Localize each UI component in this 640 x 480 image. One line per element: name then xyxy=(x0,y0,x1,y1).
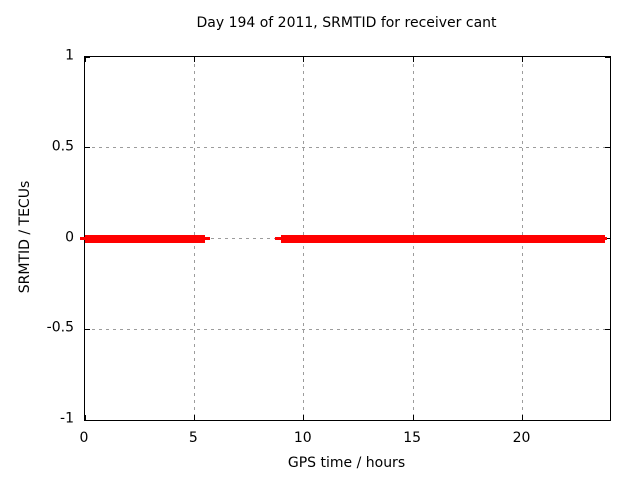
data-segment xyxy=(603,237,607,240)
y-tick-right xyxy=(605,419,610,421)
x-tick-top xyxy=(84,57,86,62)
y-tick-right xyxy=(605,328,610,330)
y-tick-left xyxy=(85,56,90,58)
gridline-horizontal xyxy=(85,147,610,149)
x-tick-label: 10 xyxy=(293,430,312,446)
x-tick-top xyxy=(522,57,523,62)
y-tick-label: 0 xyxy=(65,229,74,245)
x-tick-top xyxy=(193,57,195,62)
y-tick-right xyxy=(605,56,610,58)
x-axis-title: GPS time / hours xyxy=(287,455,406,471)
data-segment xyxy=(274,237,281,240)
x-tick-label: 15 xyxy=(403,430,422,446)
x-tick-label: 0 xyxy=(79,430,89,446)
y-tick-left xyxy=(85,419,90,421)
y-tick-label: 1 xyxy=(65,47,74,64)
x-tick-label: 5 xyxy=(188,430,198,446)
x-tick-top xyxy=(412,57,414,62)
y-tick-left xyxy=(85,147,90,149)
x-tick-bottom xyxy=(193,415,195,420)
x-tick-bottom xyxy=(412,415,414,420)
y-tick-left xyxy=(85,328,90,330)
y-tick-right xyxy=(605,147,610,149)
x-tick-top xyxy=(303,57,305,62)
chart-title: Day 194 of 2011, SRMTID for receiver can… xyxy=(196,15,497,31)
data-segment xyxy=(85,234,206,243)
x-tick-bottom xyxy=(84,415,86,420)
plot-area xyxy=(79,56,611,421)
x-tick-label: 20 xyxy=(512,430,531,446)
data-segment xyxy=(280,234,605,243)
data-segment xyxy=(205,237,211,240)
x-tick-bottom xyxy=(522,415,523,420)
y-tick-label: 0.5 xyxy=(51,138,74,155)
gridline-horizontal xyxy=(85,328,610,330)
data-segment xyxy=(79,237,88,240)
y-tick-label: -1 xyxy=(60,410,74,427)
x-tick-bottom xyxy=(303,415,305,420)
y-tick-right xyxy=(605,238,610,239)
y-tick-label: -0.5 xyxy=(46,319,74,336)
